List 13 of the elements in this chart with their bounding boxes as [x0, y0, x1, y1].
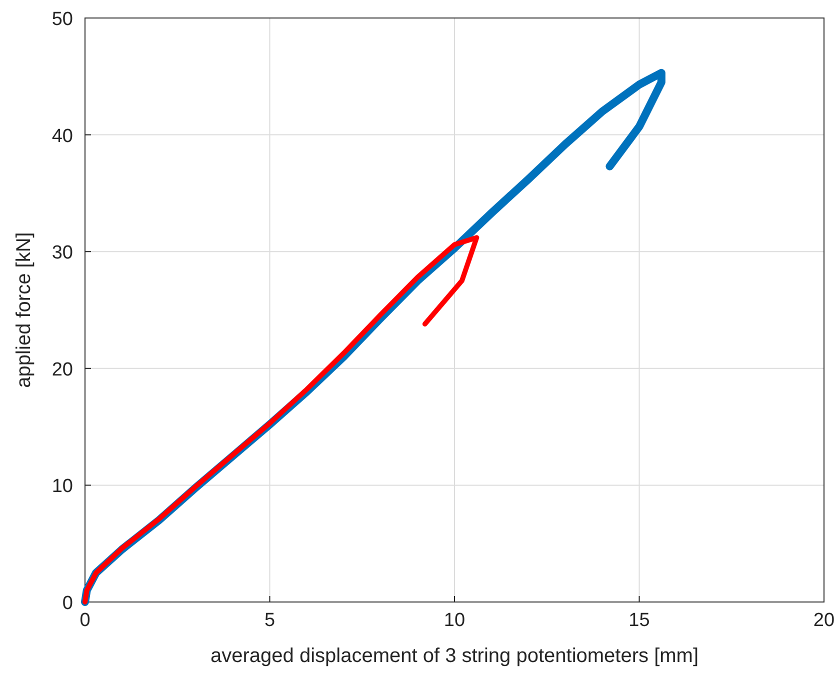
y-tick-label: 30 [52, 242, 73, 264]
x-tick-label: 15 [628, 610, 650, 631]
y-tick-label: 40 [52, 126, 73, 147]
y-axis-title: applied force [kN] [13, 232, 35, 388]
x-tick-label: 0 [80, 610, 90, 631]
x-tick-label: 10 [444, 610, 466, 631]
y-tick-label: 50 [52, 9, 73, 30]
x-axis-title: averaged displacement of 3 string potentiometers [mm] [210, 645, 699, 667]
y-tick-label: 10 [52, 476, 73, 498]
y-tick-label: 0 [62, 593, 73, 614]
x-tick-label: 5 [264, 610, 276, 631]
y-tick-label: 20 [52, 359, 73, 380]
x-tick-label: 20 [813, 610, 835, 631]
